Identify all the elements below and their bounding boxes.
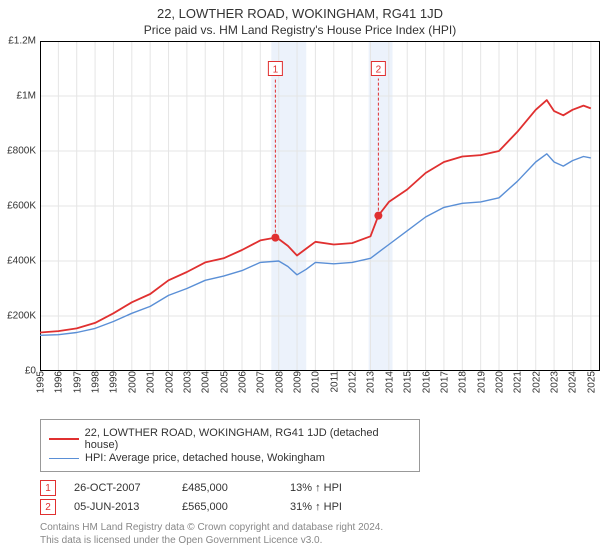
x-axis-label: 2019 — [474, 371, 487, 393]
x-axis-label: 1995 — [34, 371, 47, 393]
legend-item: 22, LOWTHER ROAD, WOKINGHAM, RG41 1JD (d… — [49, 427, 411, 451]
chart-svg: 12 — [40, 41, 600, 371]
event-row: 1 26-OCT-2007 £485,000 13% ↑ HPI — [40, 480, 600, 496]
legend-item: HPI: Average price, detached house, Woki… — [49, 452, 411, 464]
legend: 22, LOWTHER ROAD, WOKINGHAM, RG41 1JD (d… — [40, 419, 420, 472]
event-marker-icon: 2 — [40, 499, 56, 515]
event-price: £565,000 — [182, 501, 272, 513]
event-date: 26-OCT-2007 — [74, 482, 164, 494]
x-axis-label: 2024 — [566, 371, 579, 393]
x-axis-label: 2021 — [511, 371, 524, 393]
sale-events: 1 26-OCT-2007 £485,000 13% ↑ HPI 2 05-JUN-201… — [40, 480, 600, 515]
x-axis-label: 2009 — [291, 371, 304, 393]
event-delta: 31% ↑ HPI — [290, 501, 380, 513]
x-axis-label: 2000 — [125, 371, 138, 393]
svg-text:1: 1 — [273, 65, 279, 76]
line-chart: 12 £0£200K£400K£600K£800K£1M£1.2M1995199… — [40, 41, 600, 371]
y-axis-label: £800K — [7, 146, 36, 157]
chart-container: 22, LOWTHER ROAD, WOKINGHAM, RG41 1JD Pr… — [0, 0, 600, 560]
attribution: Contains HM Land Registry data © Crown c… — [40, 521, 600, 547]
x-axis-label: 2007 — [254, 371, 267, 393]
y-axis-label: £600K — [7, 201, 36, 212]
event-marker-icon: 1 — [40, 480, 56, 496]
attribution-line: This data is licensed under the Open Gov… — [40, 534, 600, 547]
legend-swatch — [49, 458, 79, 459]
y-axis-label: £1.2M — [8, 36, 36, 47]
svg-text:2: 2 — [376, 65, 382, 76]
x-axis-label: 2005 — [217, 371, 230, 393]
x-axis-label: 2010 — [309, 371, 322, 393]
x-axis-label: 1996 — [52, 371, 65, 393]
event-row: 2 05-JUN-2013 £565,000 31% ↑ HPI — [40, 499, 600, 515]
x-axis-label: 2001 — [144, 371, 157, 393]
x-axis-label: 2004 — [199, 371, 212, 393]
x-axis-label: 2015 — [401, 371, 414, 393]
x-axis-label: 2025 — [584, 371, 597, 393]
x-axis-label: 1999 — [107, 371, 120, 393]
legend-label: 22, LOWTHER ROAD, WOKINGHAM, RG41 1JD (d… — [85, 427, 411, 451]
x-axis-label: 2022 — [529, 371, 542, 393]
x-axis-label: 2012 — [346, 371, 359, 393]
x-axis-label: 2014 — [382, 371, 395, 393]
attribution-line: Contains HM Land Registry data © Crown c… — [40, 521, 600, 534]
x-axis-label: 2020 — [493, 371, 506, 393]
x-axis-label: 2006 — [235, 371, 248, 393]
page-subtitle: Price paid vs. HM Land Registry's House … — [0, 21, 600, 41]
x-axis-label: 2017 — [437, 371, 450, 393]
x-axis-label: 2016 — [419, 371, 432, 393]
x-axis-label: 2018 — [456, 371, 469, 393]
event-delta: 13% ↑ HPI — [290, 482, 380, 494]
x-axis-label: 2013 — [364, 371, 377, 393]
x-axis-label: 1998 — [89, 371, 102, 393]
x-axis-label: 2023 — [548, 371, 561, 393]
event-date: 05-JUN-2013 — [74, 501, 164, 513]
legend-label: HPI: Average price, detached house, Woki… — [85, 452, 325, 464]
x-axis-label: 2011 — [327, 371, 340, 393]
y-axis-label: £400K — [7, 256, 36, 267]
legend-swatch — [49, 438, 79, 440]
x-axis-label: 2002 — [162, 371, 175, 393]
y-axis-label: £1M — [17, 91, 36, 102]
x-axis-label: 2003 — [180, 371, 193, 393]
y-axis-label: £200K — [7, 311, 36, 322]
page-title: 22, LOWTHER ROAD, WOKINGHAM, RG41 1JD — [0, 0, 600, 21]
event-price: £485,000 — [182, 482, 272, 494]
x-axis-label: 2008 — [272, 371, 285, 393]
x-axis-label: 1997 — [70, 371, 83, 393]
